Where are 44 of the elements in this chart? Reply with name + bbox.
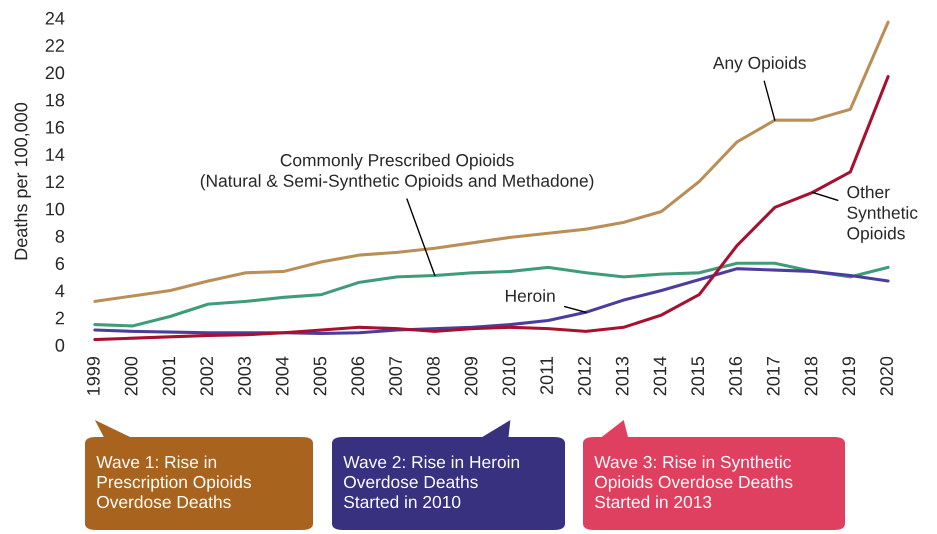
series-label: Other Synthetic Opioids	[847, 186, 918, 243]
x-tick-label: 2020	[880, 356, 893, 396]
x-tick-label: 2015	[691, 356, 704, 396]
x-tick-label: 2009	[464, 356, 478, 396]
y-tick-label: 18	[46, 94, 64, 106]
text: Wave 2: Rise in Heroin Overdose Deaths Started in 2010	[343, 455, 519, 508]
x-tick-label: 2004	[276, 356, 289, 396]
x-tick-label: 2012	[578, 357, 591, 396]
x-tick-label: 2003	[238, 356, 251, 396]
y-tick-label: 10	[46, 202, 64, 216]
x-tick-label: 2005	[314, 356, 326, 396]
text: Any Opioids	[712, 56, 806, 72]
y-axis-title: Deaths per 100,000	[14, 102, 31, 260]
x-tick-label: 2000	[124, 356, 138, 396]
y-tick-label: 6	[56, 257, 64, 270]
x-tick-label: 2002	[200, 357, 214, 396]
x-tick-label: 2018	[804, 356, 818, 396]
line-series	[93, 262, 890, 328]
x-tick-label: 2006	[351, 356, 364, 396]
x-tick-label: 2019	[842, 356, 856, 396]
x-tick-label: 2017	[766, 357, 780, 396]
y-tick-label: 24	[46, 12, 64, 25]
x-tick-label: 2010	[502, 356, 516, 396]
x-tick-label: 2007	[389, 357, 402, 396]
y-tick-label: 0	[56, 338, 64, 352]
y-tick-label: 22	[46, 39, 64, 52]
series-label: Heroin	[506, 289, 555, 302]
text: Wave 1: Rise in Prescription Opioids Overdose Deaths	[96, 455, 251, 508]
y-tick-label: 12	[46, 175, 64, 188]
x-tick-label: 2001	[162, 356, 176, 396]
y-tick-label: 4	[55, 284, 64, 298]
x-tick-label: 1999	[86, 356, 100, 395]
text: Commonly Prescribed Opioids (Natural & Semi-Synthetic Opioids and Methadone)	[200, 154, 594, 190]
y-tick-label: 8	[56, 230, 64, 243]
x-tick-label: 2013	[616, 356, 629, 396]
x-tick-label: 2014	[654, 356, 666, 396]
x-tick-label: 2011	[540, 356, 554, 394]
text: Wave 3: Rise in Synthetic Opioids Overdose Deaths Started in 2013	[594, 455, 792, 508]
x-tick-label: 2008	[426, 356, 440, 396]
y-tick-label: 16	[46, 120, 64, 134]
y-tick-label: 14	[46, 148, 64, 161]
y-tick-label: 2	[56, 312, 64, 324]
y-tick-label: 20	[46, 66, 64, 80]
x-tick-label: 2016	[729, 356, 742, 396]
